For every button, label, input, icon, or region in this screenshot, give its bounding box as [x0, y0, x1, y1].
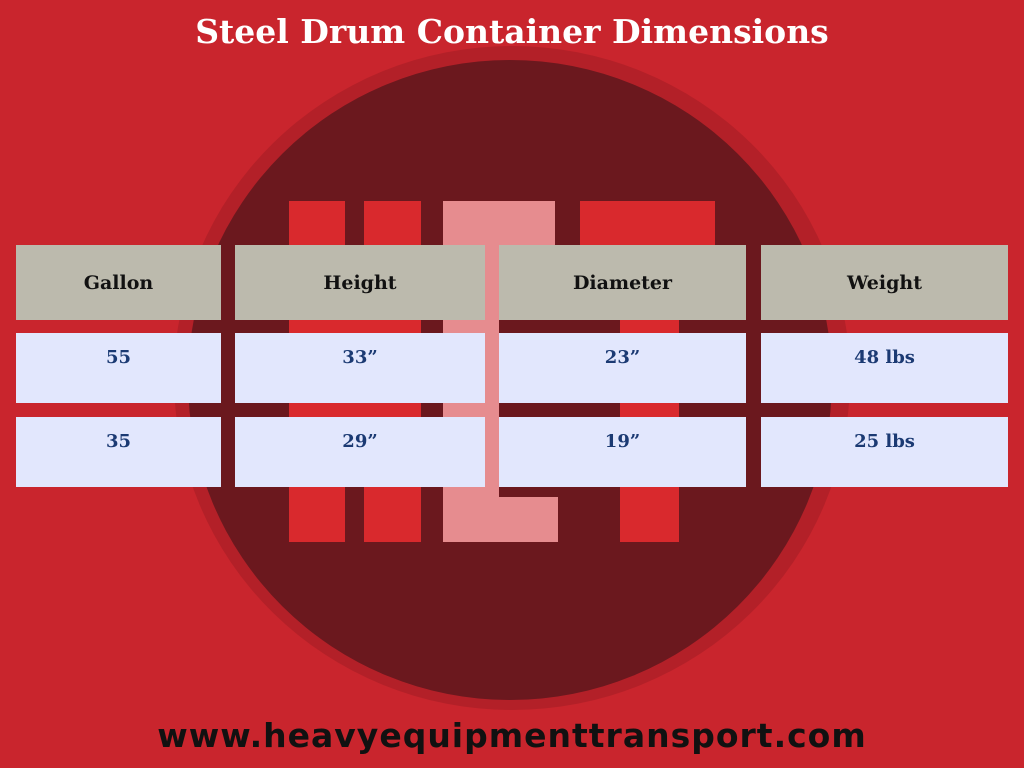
table-cell: 23”: [499, 333, 746, 403]
table-cell: 33”: [235, 333, 485, 403]
table-cell: 35: [16, 417, 221, 487]
header-diameter: Diameter: [499, 245, 746, 320]
page-title: Steel Drum Container Dimensions: [195, 12, 829, 51]
website-url: www.heavyequipmenttransport.com: [157, 716, 867, 755]
table-cell: 29”: [235, 417, 485, 487]
table-cell: 19”: [499, 417, 746, 487]
header-weight: Weight: [761, 245, 1008, 320]
table-cell: 55: [16, 333, 221, 403]
table-cell: 25 lbs: [761, 417, 1008, 487]
table-cell: 48 lbs: [761, 333, 1008, 403]
header-gallon: Gallon: [16, 245, 221, 320]
header-height: Height: [235, 245, 485, 320]
